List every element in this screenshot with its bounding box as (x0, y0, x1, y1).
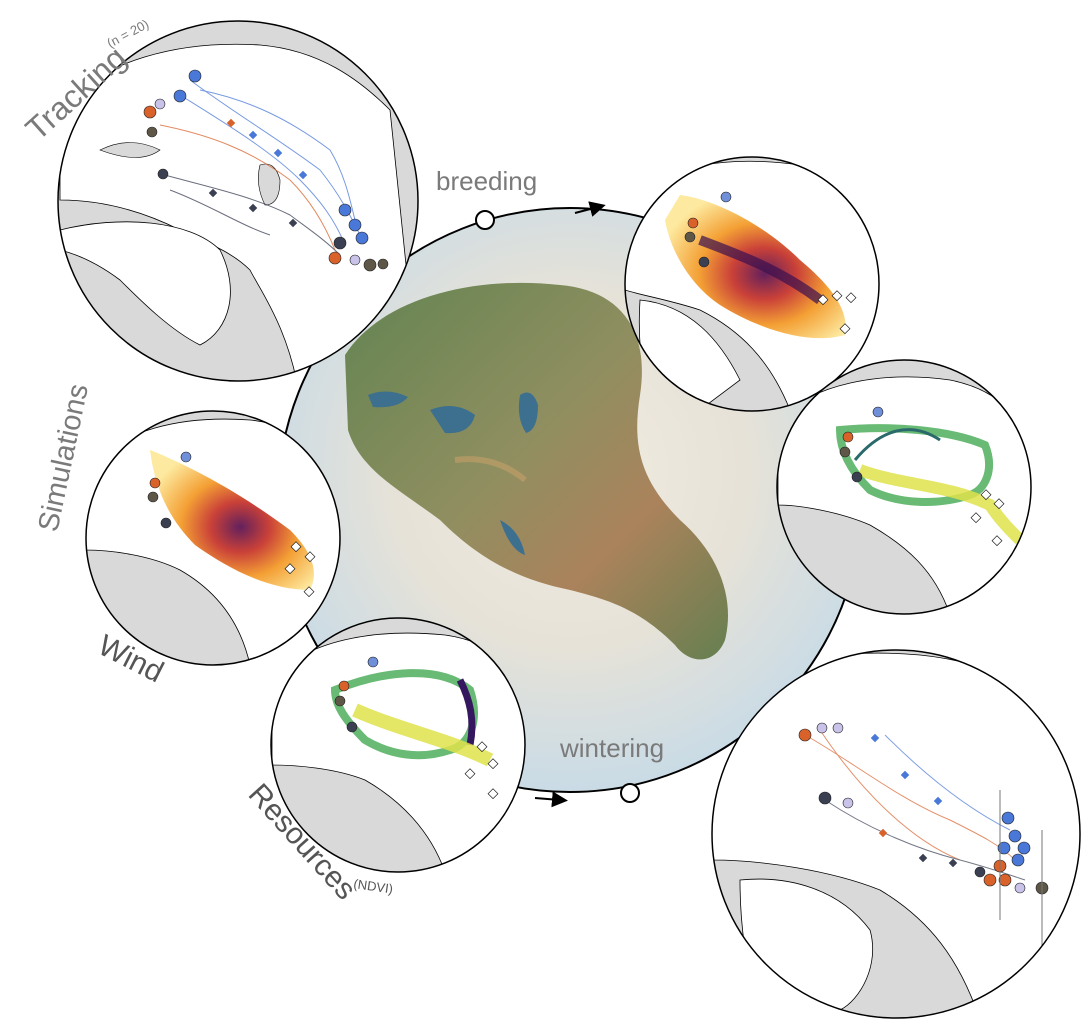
label-resources-ndvi: (NDVI) (353, 876, 394, 896)
breeding-node-icon (475, 210, 495, 230)
cycle-arrow-icon (534, 791, 568, 808)
breeding-heatmap-inset (624, 156, 880, 412)
label-simulations: Simulations (33, 381, 95, 534)
label-tracking-n: (n = 20) (104, 16, 151, 50)
simulations-wind-inset (85, 410, 341, 666)
distribution-range-map (345, 282, 728, 660)
label-breeding: breeding (436, 166, 537, 196)
label-wintering: wintering (559, 733, 664, 763)
wintering-node-icon (620, 783, 640, 803)
ndvi-route-inset-right (776, 359, 1032, 615)
wintering-tracking-inset (711, 649, 1081, 1019)
tracking-map-inset (57, 20, 419, 382)
cycle-arrow-icon (574, 201, 606, 217)
resources-ndvi-inset (270, 617, 526, 873)
